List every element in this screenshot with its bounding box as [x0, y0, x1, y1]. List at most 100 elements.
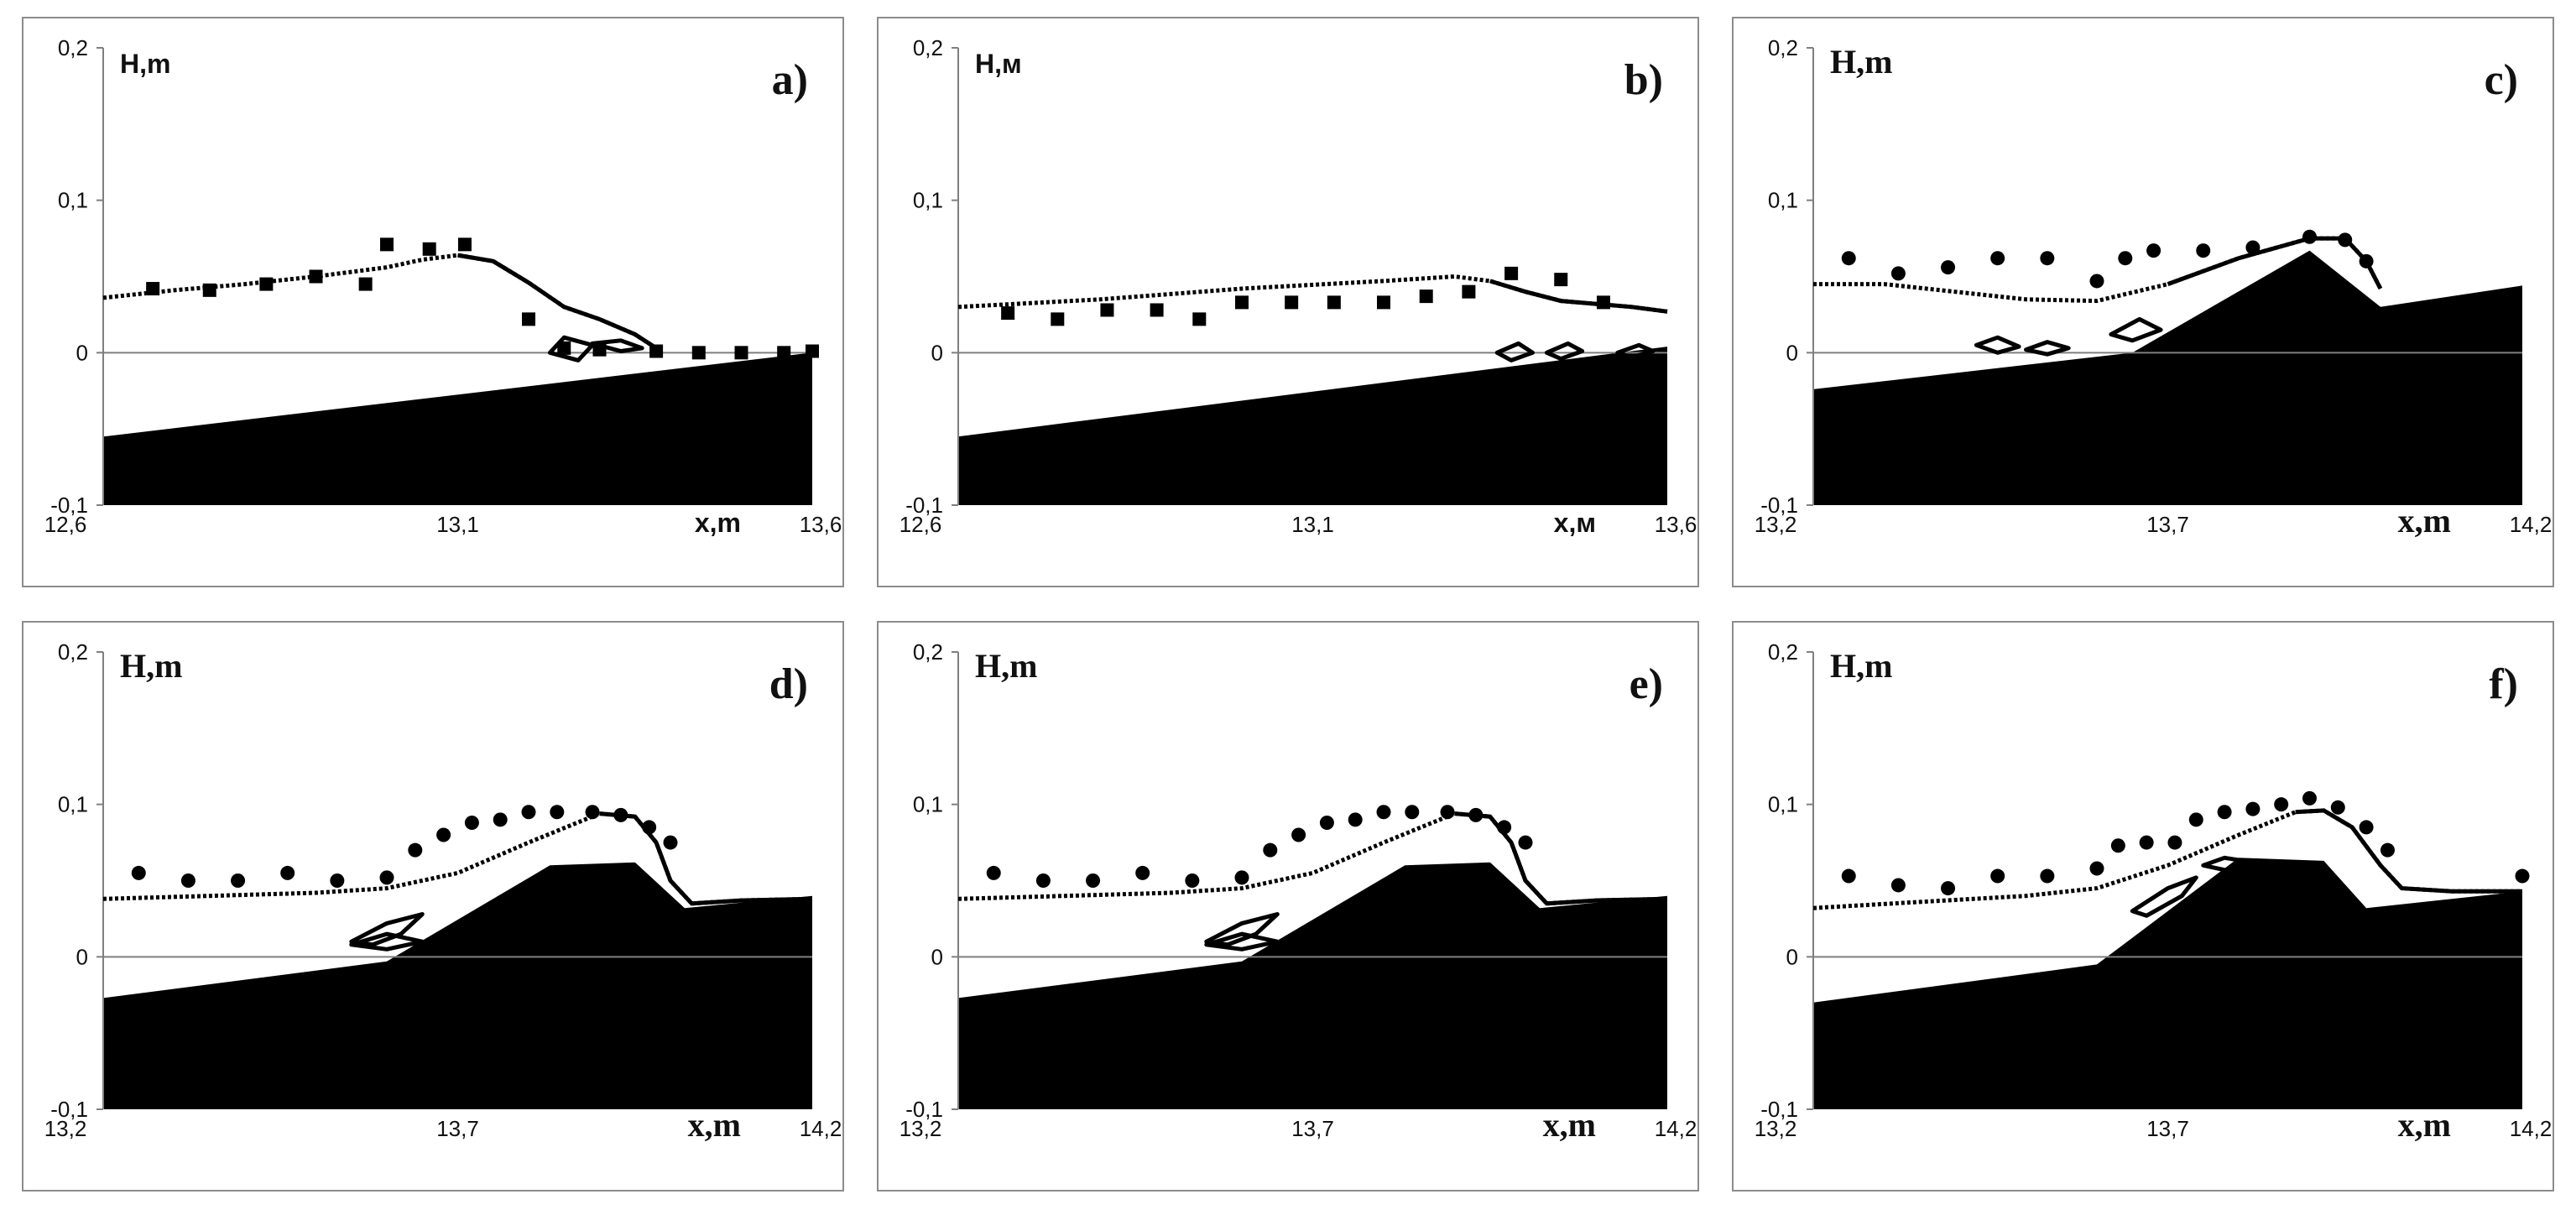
experiment-point [2167, 835, 2182, 850]
chart-svg-b: 0,2 0,1 0 -0,112,6 13,1 13,6 H,м x,м b) [900, 35, 1697, 538]
experiment-point [422, 242, 436, 256]
experiment-point [457, 237, 472, 252]
experiment-point [986, 865, 1001, 880]
experiment-point [2515, 868, 2530, 884]
air-bubble-contour [590, 338, 644, 353]
x-tick-label: 13,6 [800, 512, 842, 537]
air-bubble-contour [1204, 912, 1280, 947]
air-bubble-contour [1544, 341, 1585, 362]
x-axis-title: x,м [1554, 508, 1596, 538]
experiment-point [2245, 240, 2261, 255]
y-tick-label: 0 [1786, 944, 1798, 969]
experiment-point [585, 805, 600, 820]
experiment-point [2139, 835, 2154, 850]
experiment-point [1990, 868, 2005, 884]
y-tick-label: 0 [931, 340, 943, 365]
y-tick-label: 0 [76, 944, 88, 969]
experiment-point [1419, 289, 1433, 304]
experiment-point [280, 865, 295, 880]
x-tick-label: 13,2 [1755, 512, 1797, 537]
x-tick-label: 12,6 [44, 512, 87, 537]
y-tick-label: 0,1 [913, 188, 943, 213]
experiment-point [2380, 842, 2395, 858]
y-axis-title: H,m [975, 647, 1037, 685]
x-tick-label: 13,1 [1291, 512, 1334, 537]
y-tick-label: 0,2 [1768, 639, 1798, 665]
chart-svg-c: 0,2 0,1 0 -0,113,2 13,7 14,2 H,m x,m c) [1755, 35, 2553, 540]
x-tick-label: 13,6 [1655, 512, 1697, 537]
experiment-point [1285, 295, 1299, 310]
experiment-point [1327, 295, 1341, 310]
experiment-point [1185, 873, 1200, 888]
experiment-point [146, 282, 160, 296]
experiment-point [521, 805, 536, 820]
ground-area [1813, 858, 2522, 1109]
experiment-point [1890, 266, 1906, 281]
x-tick-label: 13,2 [900, 1116, 942, 1141]
experiment-point [734, 346, 748, 360]
panel-label: f) [2489, 660, 2518, 708]
experiment-point [1554, 273, 1568, 287]
experiment-point [1377, 295, 1390, 310]
y-tick-label: 0,1 [913, 792, 943, 817]
y-tick-label: -0,1 [905, 493, 943, 518]
x-tick-label: 13,7 [436, 1116, 479, 1141]
air-bubble-contour [2024, 340, 2071, 357]
y-tick-label: 0,1 [58, 188, 88, 213]
experiment-point [691, 346, 706, 360]
y-tick-label: 0 [76, 340, 88, 365]
x-axis-title: x,m [688, 1106, 741, 1144]
experiment-point [1135, 865, 1150, 880]
x-tick-label: 13,7 [1291, 1116, 1334, 1141]
experiment-point [2330, 800, 2345, 815]
air-bubble-contour [1204, 931, 1280, 952]
experiment-point [1234, 870, 1249, 885]
y-tick-label: -0,1 [50, 493, 88, 518]
experiment-point [379, 870, 394, 885]
experiment-point [1263, 842, 1278, 858]
experiment-point [1035, 873, 1051, 888]
experiment-point [1051, 312, 1065, 326]
experiment-point [2040, 868, 2055, 884]
computed-surface-line [2295, 808, 2522, 894]
chart-panel-e: 0,2 0,1 0 -0,1 13,2 13,7 14,2 H,m x,m e) [877, 621, 1699, 1192]
ground-area [103, 862, 812, 1109]
panel-label: a) [772, 56, 808, 104]
chart-panel-b: 0,2 0,1 0 -0,1 12,6 13,1 13,6 H,м x,м b) [877, 17, 1699, 587]
panel-label: e) [1630, 660, 1663, 708]
chart-panel-f: 0,2 0,1 0 -0,1 13,2 13,7 14,2 H,m x,m f) [1732, 621, 2554, 1192]
experiment-point [358, 277, 373, 291]
experiment-point [1319, 815, 1334, 830]
experiment-point [1150, 303, 1164, 317]
air-bubble-contour [2130, 875, 2198, 918]
x-tick-label: 12,6 [900, 512, 942, 537]
air-bubble-contour [2109, 316, 2163, 343]
y-tick-label: 0,2 [913, 35, 943, 60]
ground-area [958, 862, 1667, 1109]
experiment-point [2245, 801, 2261, 816]
experiment-point [1468, 807, 1484, 822]
y-tick-label: -0,1 [1760, 1097, 1798, 1122]
experiment-point [1518, 835, 1533, 850]
y-axis-title: H,m [1830, 647, 1892, 685]
panel-label: d) [769, 660, 808, 708]
y-axis-title: H,m [120, 49, 170, 79]
experiment-point [1841, 251, 1856, 266]
y-tick-label: 0 [1786, 340, 1798, 365]
y-tick-label: -0,1 [1760, 493, 1798, 518]
experiment-point [2118, 251, 2133, 266]
experiment-point [1497, 820, 1512, 835]
x-tick-label: 14,2 [800, 1116, 842, 1141]
computed-surface-line [1489, 279, 1668, 314]
computed-surface-line [457, 253, 658, 350]
y-tick-label: 0,1 [1768, 792, 1798, 817]
computed-surface-dotted [102, 811, 813, 906]
ground-area [958, 347, 1667, 505]
chart-svg-d: 0,2 0,1 0 -0,113,2 13,7 14,2 H,m x,m d) [44, 639, 842, 1144]
experiment-point [2089, 274, 2104, 289]
y-tick-label: 0,1 [58, 792, 88, 817]
experiment-point [1941, 881, 1956, 896]
experiment-point [2359, 820, 2374, 835]
experiment-point [380, 237, 394, 252]
experiment-point [2089, 861, 2104, 876]
